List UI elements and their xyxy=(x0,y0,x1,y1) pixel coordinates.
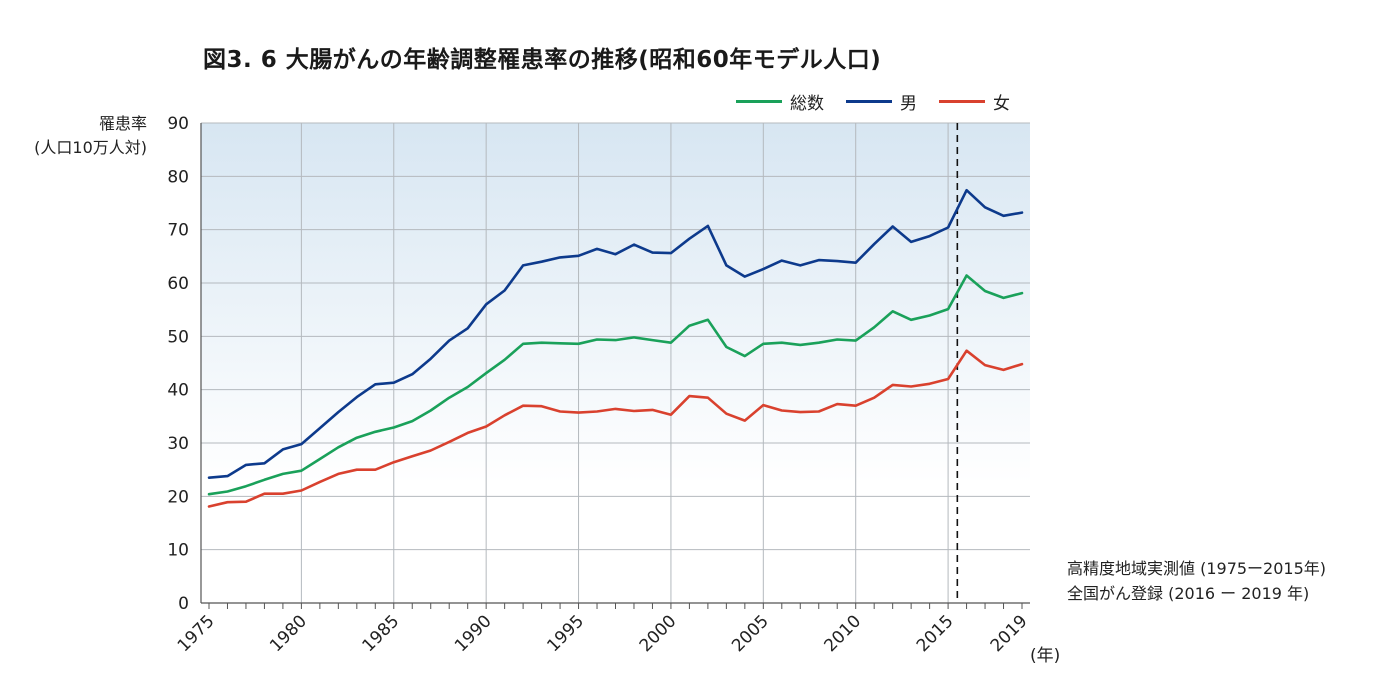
x-tick-label-2015: 2015 xyxy=(913,611,958,656)
legend-item-female: 女 xyxy=(939,89,1010,114)
x-tick-label-2019: 2019 xyxy=(987,611,1032,656)
y-tick-label-10: 10 xyxy=(167,541,189,561)
x-tick-label-1990: 1990 xyxy=(451,611,496,656)
y-tick-label-0: 0 xyxy=(178,594,189,614)
legend: 総数 男 女 xyxy=(736,89,1032,114)
plot-area xyxy=(201,123,1030,603)
y-tick-label-60: 60 xyxy=(167,274,189,294)
y-tick-label-30: 30 xyxy=(167,434,189,454)
source-note: 高精度地域実測値 (1975ー2015年) 全国がん登録 (2016 ー 201… xyxy=(1067,556,1326,606)
legend-label-total: 総数 xyxy=(790,94,824,114)
legend-label-female: 女 xyxy=(993,94,1010,114)
y-tick-label-50: 50 xyxy=(167,327,189,347)
x-tick-label-2010: 2010 xyxy=(821,611,866,656)
x-axis-label: (年) xyxy=(1030,646,1060,666)
series-line-female xyxy=(207,349,1024,508)
series-group xyxy=(207,188,1024,508)
source-line-2: 全国がん登録 (2016 ー 2019 年) xyxy=(1067,584,1310,603)
legend-item-male: 男 xyxy=(846,89,917,114)
y-axis-label: 罹患率 (人口10万人対) xyxy=(34,112,147,160)
y-axis-label-line-2: (人口10万人対) xyxy=(34,138,147,157)
series-line-total xyxy=(207,274,1024,496)
source-line-1: 高精度地域実測値 (1975ー2015年) xyxy=(1067,559,1327,578)
y-tick-label-90: 90 xyxy=(167,114,189,134)
legend-swatch-male xyxy=(846,100,892,103)
y-tick-label-70: 70 xyxy=(167,221,189,241)
chart-title: 図3. 6 大腸がんの年齢調整罹患率の推移(昭和60年モデル人口) xyxy=(203,47,882,73)
x-tick-label-1995: 1995 xyxy=(543,611,588,656)
y-tick-label-80: 80 xyxy=(167,167,189,187)
grid xyxy=(201,122,1030,603)
x-tick-label-1985: 1985 xyxy=(359,611,404,656)
series-line-male xyxy=(207,188,1024,480)
legend-swatch-total xyxy=(736,100,782,103)
legend-item-total: 総数 xyxy=(736,89,824,114)
x-tick-label-2000: 2000 xyxy=(636,611,681,656)
x-tick-label-1980: 1980 xyxy=(266,611,311,656)
y-tick-label-20: 20 xyxy=(167,487,189,507)
y-axis-label-line-1: 罹患率 xyxy=(98,114,147,133)
legend-swatch-female xyxy=(939,100,985,103)
x-tick-label-2005: 2005 xyxy=(728,611,773,656)
legend-label-male: 男 xyxy=(900,94,917,114)
y-tick-label-40: 40 xyxy=(167,381,189,401)
x-tick-label-1975: 1975 xyxy=(174,611,219,656)
